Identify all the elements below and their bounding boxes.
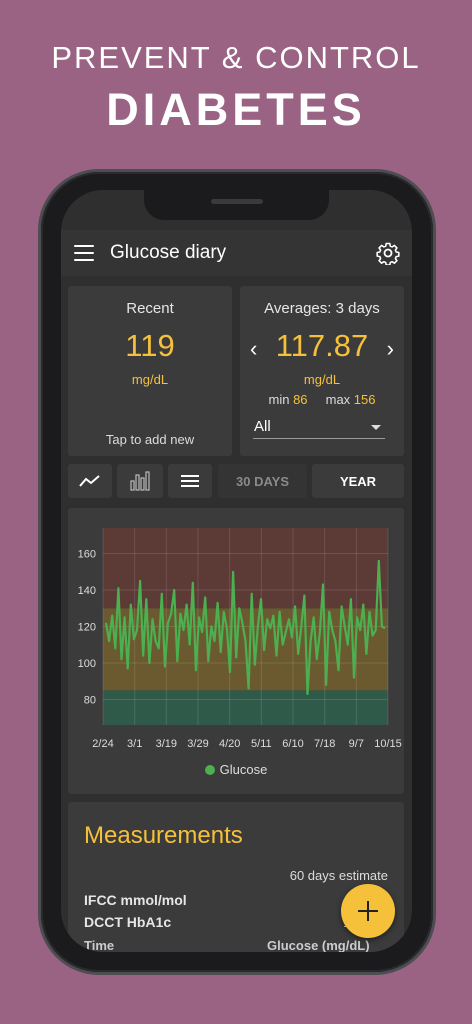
max-label: max [325, 392, 351, 407]
bar-chart-toggle[interactable] [117, 464, 163, 498]
chevron-down-icon [371, 425, 381, 430]
estimate-label: 60 days estimate [289, 868, 388, 883]
min-label: min [268, 392, 290, 407]
y-tick-label: 120 [78, 622, 96, 634]
x-tick-label: 6/10 [282, 738, 303, 750]
bar-chart-icon [130, 471, 150, 491]
measurements-title: Measurements [84, 822, 243, 849]
filter-select[interactable]: All [253, 416, 385, 439]
prev-period-button[interactable]: ‹ [250, 336, 258, 361]
legend-dot [204, 765, 215, 775]
y-tick-label: 140 [78, 585, 96, 597]
speaker [211, 199, 263, 204]
x-tick-label: 2/24 [92, 738, 113, 750]
recent-title: Recent [126, 300, 174, 317]
plus-icon [358, 901, 378, 921]
mute-switch [38, 300, 42, 330]
legend-label: Glucose [219, 762, 268, 777]
averages-title: Averages: 3 days [264, 300, 380, 317]
filter-select-value: All [254, 418, 271, 435]
x-tick-label: 9/7 [349, 738, 364, 750]
y-tick-label: 160 [78, 549, 96, 561]
tap-to-add-hint: Tap to add new [105, 432, 195, 447]
x-tick-label: 3/1 [127, 738, 142, 750]
min-value: 86 [293, 392, 308, 407]
app-screen: Glucose diary Recent 119 mg/dL Tap to ad… [61, 190, 412, 952]
promo-headline: PREVENT & CONTROL [51, 40, 421, 75]
range-year-button[interactable]: YEAR [312, 464, 404, 498]
glucose-chart-card: 80 100 120 140 160 2/24 3/1 3/19 3/29 4/20 5/11 6/1… [68, 508, 404, 794]
x-tick-label: 3/29 [187, 738, 208, 750]
max-value: 156 [353, 392, 376, 407]
chart-zone-2 [103, 528, 388, 609]
min-max-readout: min 86 max 156 [240, 392, 404, 407]
chart-legend: Glucose [68, 762, 404, 777]
app-title: Glucose diary [110, 242, 227, 263]
column-glucose: Glucose (mg/dL) [267, 938, 370, 952]
recent-card[interactable]: Recent 119 mg/dL Tap to add new [68, 286, 232, 456]
chart-zone-0 [103, 690, 388, 725]
add-measurement-button[interactable] [341, 884, 395, 938]
promo-title: DIABETES [106, 84, 366, 135]
glucose-chart: 80 100 120 140 160 2/24 3/1 3/19 3/29 4/20 5/11 6/1… [78, 528, 402, 750]
column-time: Time [84, 938, 115, 952]
app-bar: Glucose diary [61, 230, 412, 276]
menu-icon[interactable] [74, 245, 94, 261]
series-line-glucose [104, 559, 386, 696]
list-icon [181, 475, 199, 487]
list-view-toggle[interactable] [168, 464, 212, 498]
ifcc-label: IFCC mmol/mol [84, 892, 187, 908]
averages-card: Averages: 3 days ‹ 117.87 › mg/dL min 86… [240, 286, 404, 456]
volume-down-button [38, 432, 42, 490]
x-tick-label: 3/19 [156, 738, 177, 750]
x-tick-label: 7/18 [314, 738, 335, 750]
gear-icon[interactable] [376, 241, 400, 265]
dcct-label: DCCT HbA1c [84, 914, 172, 930]
line-chart-icon [79, 475, 100, 487]
x-tick-label: 5/11 [251, 738, 272, 750]
volume-up-button [38, 360, 42, 418]
recent-unit: mg/dL [131, 372, 169, 387]
line-chart-toggle[interactable] [68, 464, 112, 498]
notch [144, 190, 329, 220]
average-unit: mg/dL [303, 372, 341, 387]
next-period-button[interactable]: › [386, 336, 394, 361]
y-tick-label: 100 [78, 658, 96, 670]
x-tick-label: 4/20 [219, 738, 240, 750]
range-30-days-button[interactable]: 30 DAYS [218, 464, 307, 498]
average-value: 117.87 [275, 328, 369, 363]
x-tick-label: 10/15 [374, 738, 402, 750]
recent-value: 119 [125, 328, 175, 363]
y-tick-label: 80 [84, 694, 96, 706]
